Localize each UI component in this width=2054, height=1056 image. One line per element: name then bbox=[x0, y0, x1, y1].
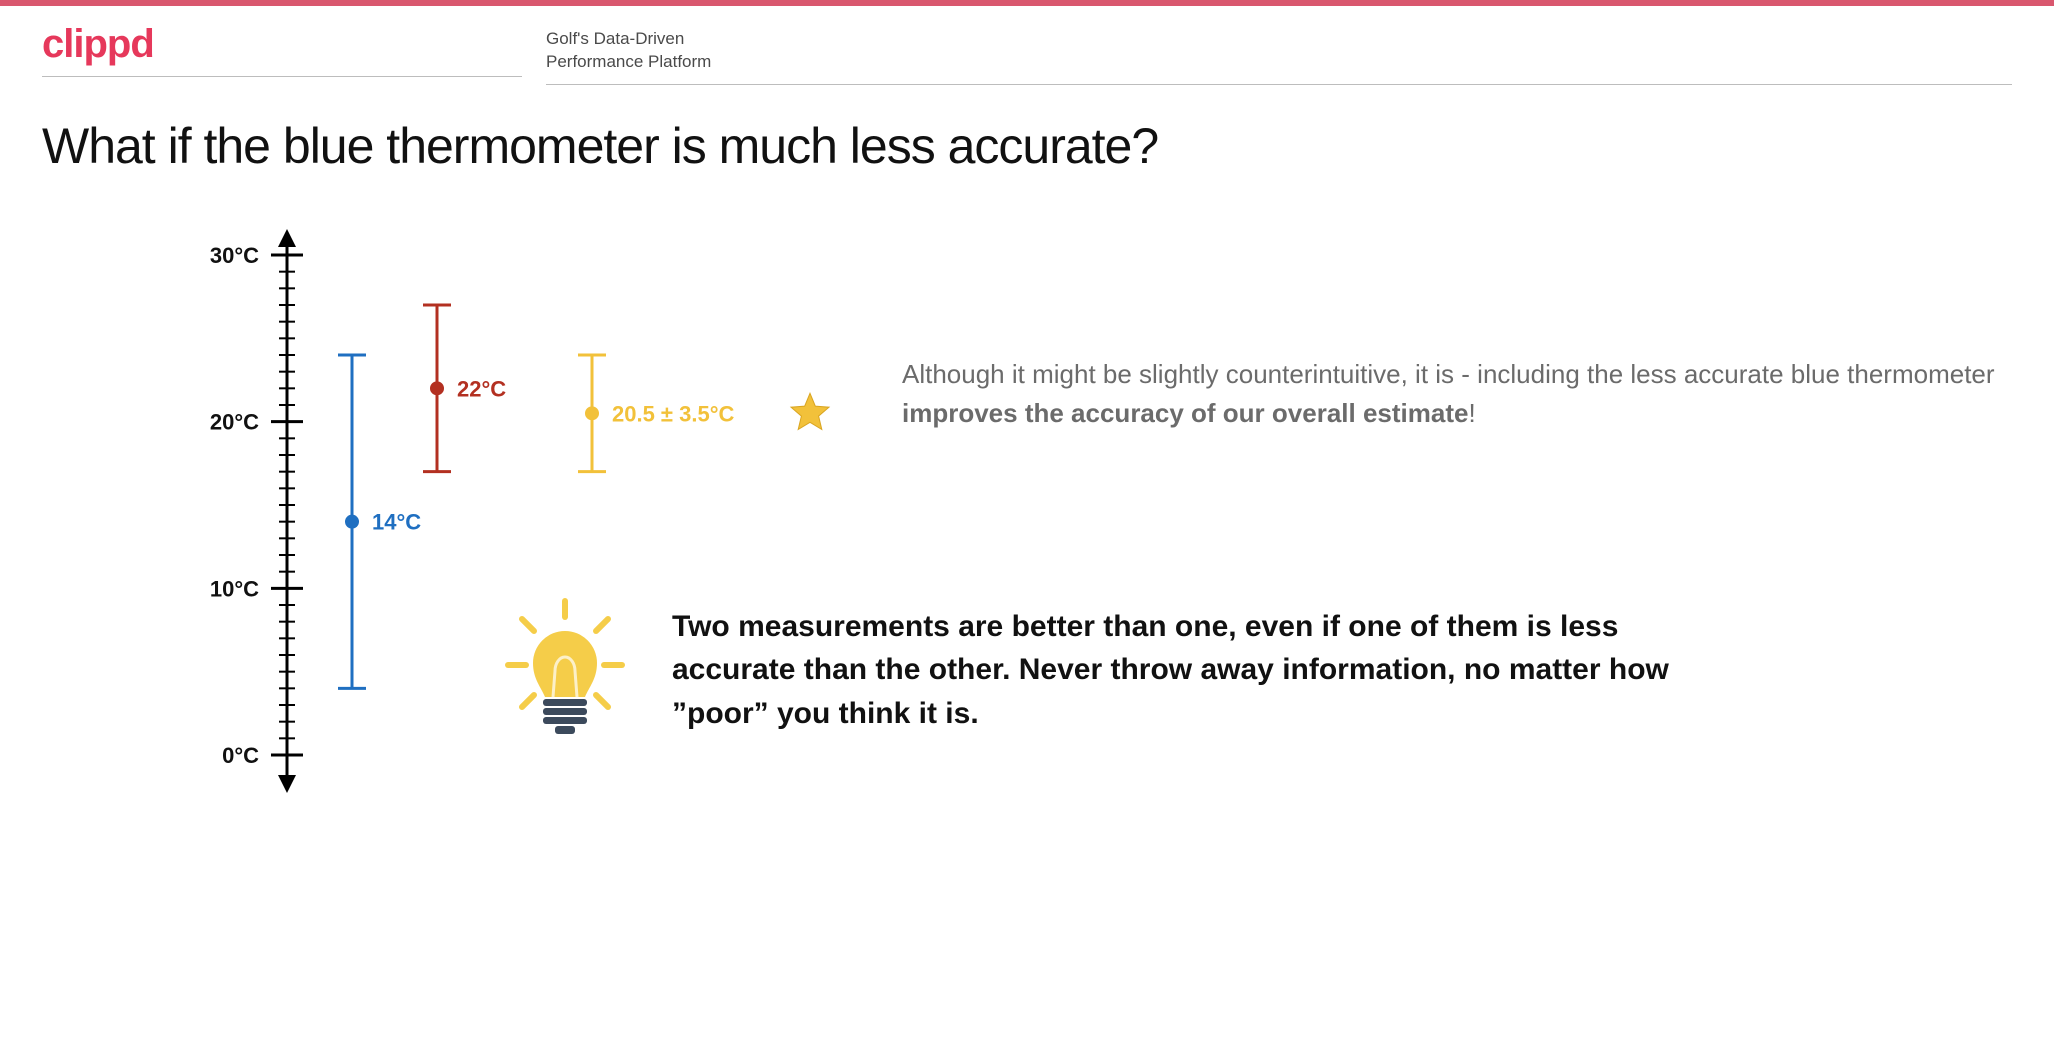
svg-text:20°C: 20°C bbox=[210, 410, 259, 435]
logo-block: clippd bbox=[42, 24, 522, 77]
tagline-block: Golf's Data-Driven Performance Platform bbox=[546, 24, 2012, 85]
content-row: 0°C 10°C 20°C 30°C 14°C 22°C 20.5 ± 3.5°C Alth… bbox=[0, 185, 2054, 825]
svg-text:20.5 ± 3.5°C: 20.5 ± 3.5°C bbox=[612, 401, 734, 426]
tagline-underline bbox=[546, 84, 2012, 85]
logo-underline bbox=[42, 76, 522, 77]
svg-text:0°C: 0°C bbox=[222, 743, 259, 768]
svg-text:14°C: 14°C bbox=[372, 510, 421, 535]
header: clippd Golf's Data-Driven Performance Pl… bbox=[0, 6, 2054, 93]
explanation-block: Although it might be slightly counterint… bbox=[902, 225, 2012, 433]
explain-pre: Although it might be slightly counterint… bbox=[902, 359, 1995, 389]
insight-row: Two measurements are better than one, ev… bbox=[500, 595, 1900, 745]
svg-text:30°C: 30°C bbox=[210, 243, 259, 268]
explain-post: ! bbox=[1468, 398, 1475, 428]
insight-text: Two measurements are better than one, ev… bbox=[672, 605, 1732, 736]
logo-text: clippd bbox=[42, 24, 522, 70]
tagline-line2: Performance Platform bbox=[546, 51, 2012, 74]
explanation-text: Although it might be slightly counterint… bbox=[902, 355, 2012, 433]
lightbulb-icon bbox=[500, 595, 630, 745]
page-title: What if the blue thermometer is much les… bbox=[0, 93, 2054, 185]
svg-text:22°C: 22°C bbox=[457, 376, 506, 401]
explain-bold: improves the accuracy of our overall est… bbox=[902, 398, 1468, 428]
svg-text:10°C: 10°C bbox=[210, 576, 259, 601]
tagline-line1: Golf's Data-Driven bbox=[546, 28, 2012, 51]
